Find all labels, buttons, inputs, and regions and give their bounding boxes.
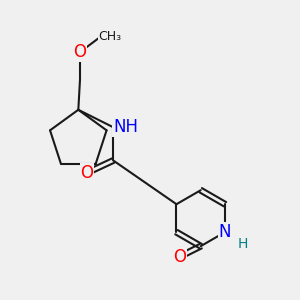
- Text: NH: NH: [113, 118, 138, 136]
- Text: N: N: [219, 223, 231, 241]
- Text: H: H: [237, 237, 248, 251]
- Text: O: O: [173, 248, 186, 266]
- Text: O: O: [74, 43, 87, 61]
- Text: CH₃: CH₃: [98, 30, 122, 43]
- Text: O: O: [81, 164, 94, 182]
